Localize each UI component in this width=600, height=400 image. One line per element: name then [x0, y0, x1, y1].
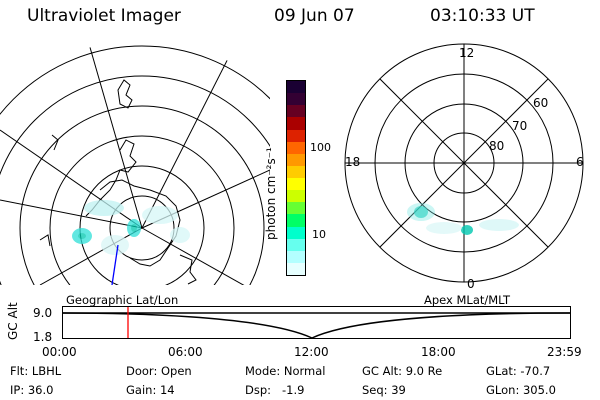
imager-title: Ultraviolet Imager	[27, 6, 181, 26]
info-door: Door: Open	[126, 364, 192, 378]
timeline-axis-label: GC Alt	[6, 302, 20, 340]
info-dsp: Dsp: -1.9	[245, 383, 305, 397]
mlt-label-0: 0	[467, 277, 475, 291]
info-ip: IP: 36.0	[10, 383, 54, 397]
timeline-xtick-1200: 12:00	[294, 345, 329, 359]
colorbar-unit-label: photon cm⁻²s⁻¹	[264, 147, 278, 240]
info-glon: GLon: 305.0	[486, 383, 556, 397]
magnetic-polar-plot	[344, 43, 584, 283]
colorbar-swatch	[287, 202, 305, 215]
timeline-plot	[62, 306, 571, 339]
mlt-label-6: 6	[576, 155, 584, 169]
colorbar-swatch	[287, 141, 305, 154]
polar-auroral-oval	[407, 203, 519, 235]
colorbar-swatch	[287, 81, 305, 94]
image-date: 09 Jun 07	[274, 6, 355, 26]
colorbar-swatch	[287, 93, 305, 106]
colorbar-swatch	[287, 129, 305, 142]
info-filter: Flt: LBHL	[10, 364, 62, 378]
timeline-xtick-0000: 00:00	[42, 345, 77, 359]
info-gc-alt: GC Alt: 9.0 Re	[362, 364, 443, 378]
geographic-map	[0, 40, 270, 285]
image-time: 03:10:33 UT	[430, 6, 535, 26]
colorbar	[286, 80, 306, 276]
timeline-xtick-1800: 18:00	[421, 345, 456, 359]
colorbar-swatch	[287, 153, 305, 166]
mlt-label-18: 18	[345, 155, 361, 169]
colorbar-swatch	[287, 250, 305, 263]
info-mode: Mode: Normal	[245, 364, 326, 378]
timeline-ytick-high: 9.0	[33, 306, 53, 320]
colorbar-swatch	[287, 238, 305, 251]
colorbar-swatch	[287, 117, 305, 130]
lat-label-80: 80	[489, 139, 505, 153]
apex-label: Apex MLat/MLT	[424, 293, 511, 307]
mlt-label-12: 12	[459, 46, 475, 60]
info-gain: Gain: 14	[126, 383, 175, 397]
colorbar-tick-100: 100	[310, 141, 331, 154]
auroral-emission	[72, 200, 190, 255]
timeline-xtick-0600: 06:00	[168, 345, 203, 359]
colorbar-swatch	[287, 165, 305, 178]
colorbar-swatch	[287, 178, 305, 191]
geographic-label: Geographic Lat/Lon	[66, 293, 179, 307]
info-seq: Seq: 39	[362, 383, 406, 397]
colorbar-swatch	[287, 190, 305, 203]
timeline-ytick-low: 1.8	[33, 330, 53, 344]
info-glat: GLat: -70.7	[486, 364, 551, 378]
timeline-xtick-2359: 23:59	[547, 345, 582, 359]
colorbar-swatch	[287, 214, 305, 227]
colorbar-tick-10: 10	[312, 228, 326, 241]
colorbar-swatch	[287, 105, 305, 118]
colorbar-swatch	[287, 226, 305, 239]
colorbar-swatch	[287, 262, 305, 275]
lat-label-70: 70	[512, 119, 528, 133]
lat-label-60: 60	[533, 96, 549, 110]
